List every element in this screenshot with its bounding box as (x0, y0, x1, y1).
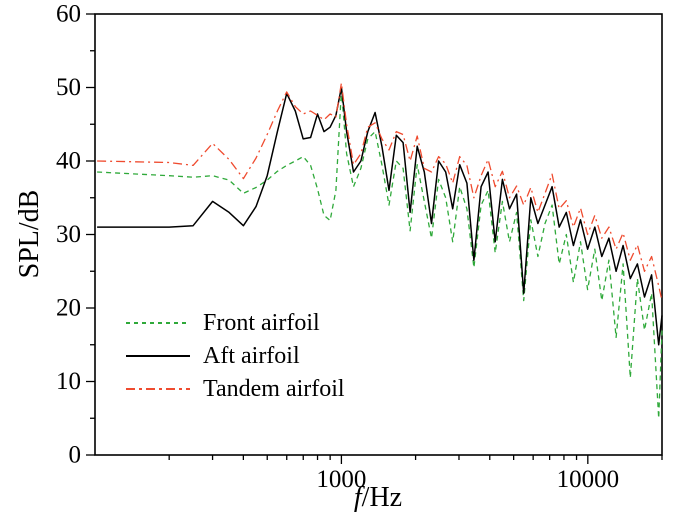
series-line-tandem-airfoil (97, 82, 663, 301)
legend-item-aft-airfoil: Aft airfoil (126, 339, 345, 372)
legend-label-aft-airfoil: Aft airfoil (203, 342, 300, 369)
legend-item-front-airfoil: Front airfoil (126, 306, 345, 339)
legend-label-tandem-airfoil: Tandem airfoil (203, 375, 345, 402)
series-line-aft-airfoil (97, 86, 663, 346)
series-line-front-airfoil (97, 89, 663, 419)
x-tick-label: 1000 (316, 466, 366, 493)
x-tick-label: 10000 (557, 466, 620, 493)
y-tick-label: 20 (56, 295, 81, 322)
aft-airfoil-line-sample (126, 354, 190, 357)
tandem-airfoil-line-sample (126, 387, 190, 390)
legend-item-tandem-airfoil: Tandem airfoil (126, 372, 345, 405)
y-tick-label: 40 (56, 148, 81, 175)
x-axis-title: f/Hz (354, 482, 402, 514)
y-tick-label: 50 (56, 74, 81, 101)
x-axis-title-symbol: f (353, 482, 362, 513)
y-tick-label: 60 (56, 1, 81, 28)
legend: Front airfoil Aft airfoil Tandem airfoil (126, 306, 345, 405)
front-airfoil-line-sample (126, 321, 190, 324)
y-tick-label: 0 (69, 442, 82, 469)
y-tick-label: 30 (56, 221, 81, 248)
y-axis-title: SPL/dB (14, 189, 45, 279)
legend-label-front-airfoil: Front airfoil (203, 309, 320, 336)
y-tick-label: 10 (56, 368, 81, 395)
x-axis-title-unit: /Hz (361, 482, 403, 513)
